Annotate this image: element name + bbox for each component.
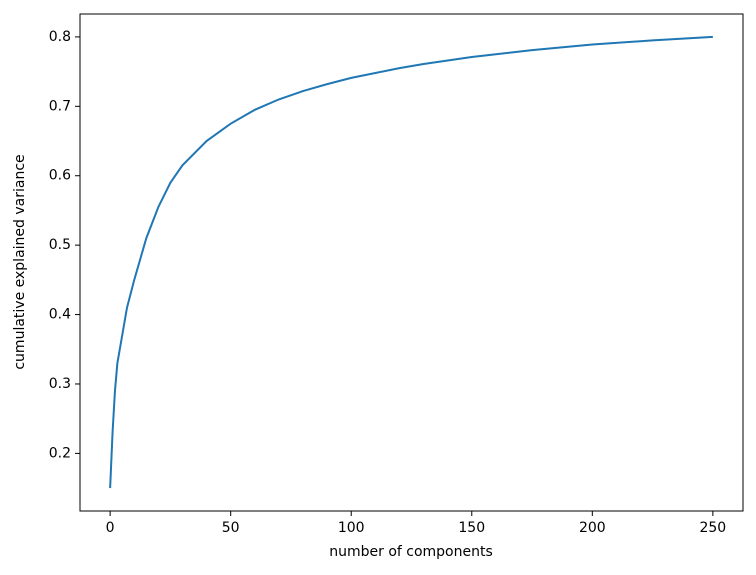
y-tick-label: 0.3	[49, 376, 71, 392]
x-tick-label: 200	[579, 520, 606, 536]
y-tick-label: 0.4	[49, 307, 71, 323]
y-tick-label: 0.7	[49, 98, 71, 114]
x-tick-label: 150	[458, 520, 485, 536]
x-tick-label: 250	[699, 520, 726, 536]
x-axis-label: number of components	[329, 544, 493, 560]
y-axis-label: cumulative explained variance	[12, 154, 28, 369]
y-tick-label: 0.6	[49, 168, 71, 184]
y-tick-label: 0.8	[49, 29, 71, 45]
x-tick-label: 0	[106, 520, 115, 536]
x-tick-label: 50	[222, 520, 240, 536]
axes-frame	[79, 13, 744, 512]
y-tick-label: 0.2	[49, 445, 71, 461]
data-line	[109, 35, 713, 489]
y-tick-label: 0.5	[49, 237, 71, 253]
x-tick-label: 100	[338, 520, 365, 536]
